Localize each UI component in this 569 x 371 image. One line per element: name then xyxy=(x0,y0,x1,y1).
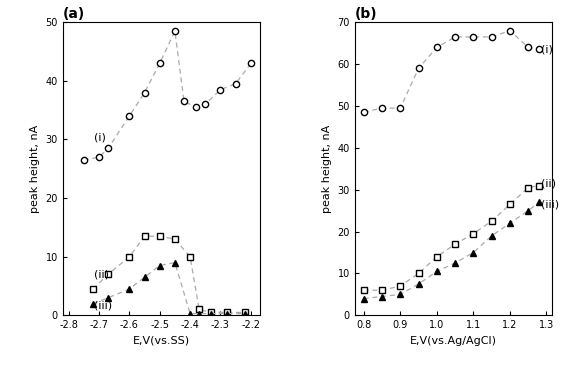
X-axis label: E,V(vs.Ag/AgCl): E,V(vs.Ag/AgCl) xyxy=(410,336,497,346)
Text: (b): (b) xyxy=(354,7,377,21)
Text: (i): (i) xyxy=(94,132,106,142)
Y-axis label: peak height, nA: peak height, nA xyxy=(30,125,40,213)
Text: (iii): (iii) xyxy=(94,301,113,311)
Y-axis label: peak height, nA: peak height, nA xyxy=(322,125,332,213)
Text: (ii): (ii) xyxy=(541,178,556,188)
Text: (ii): (ii) xyxy=(94,269,109,279)
Text: (iii): (iii) xyxy=(541,199,559,209)
Text: (a): (a) xyxy=(63,7,85,21)
Text: (i): (i) xyxy=(541,45,553,55)
X-axis label: E,V(vs.SS): E,V(vs.SS) xyxy=(133,336,190,346)
